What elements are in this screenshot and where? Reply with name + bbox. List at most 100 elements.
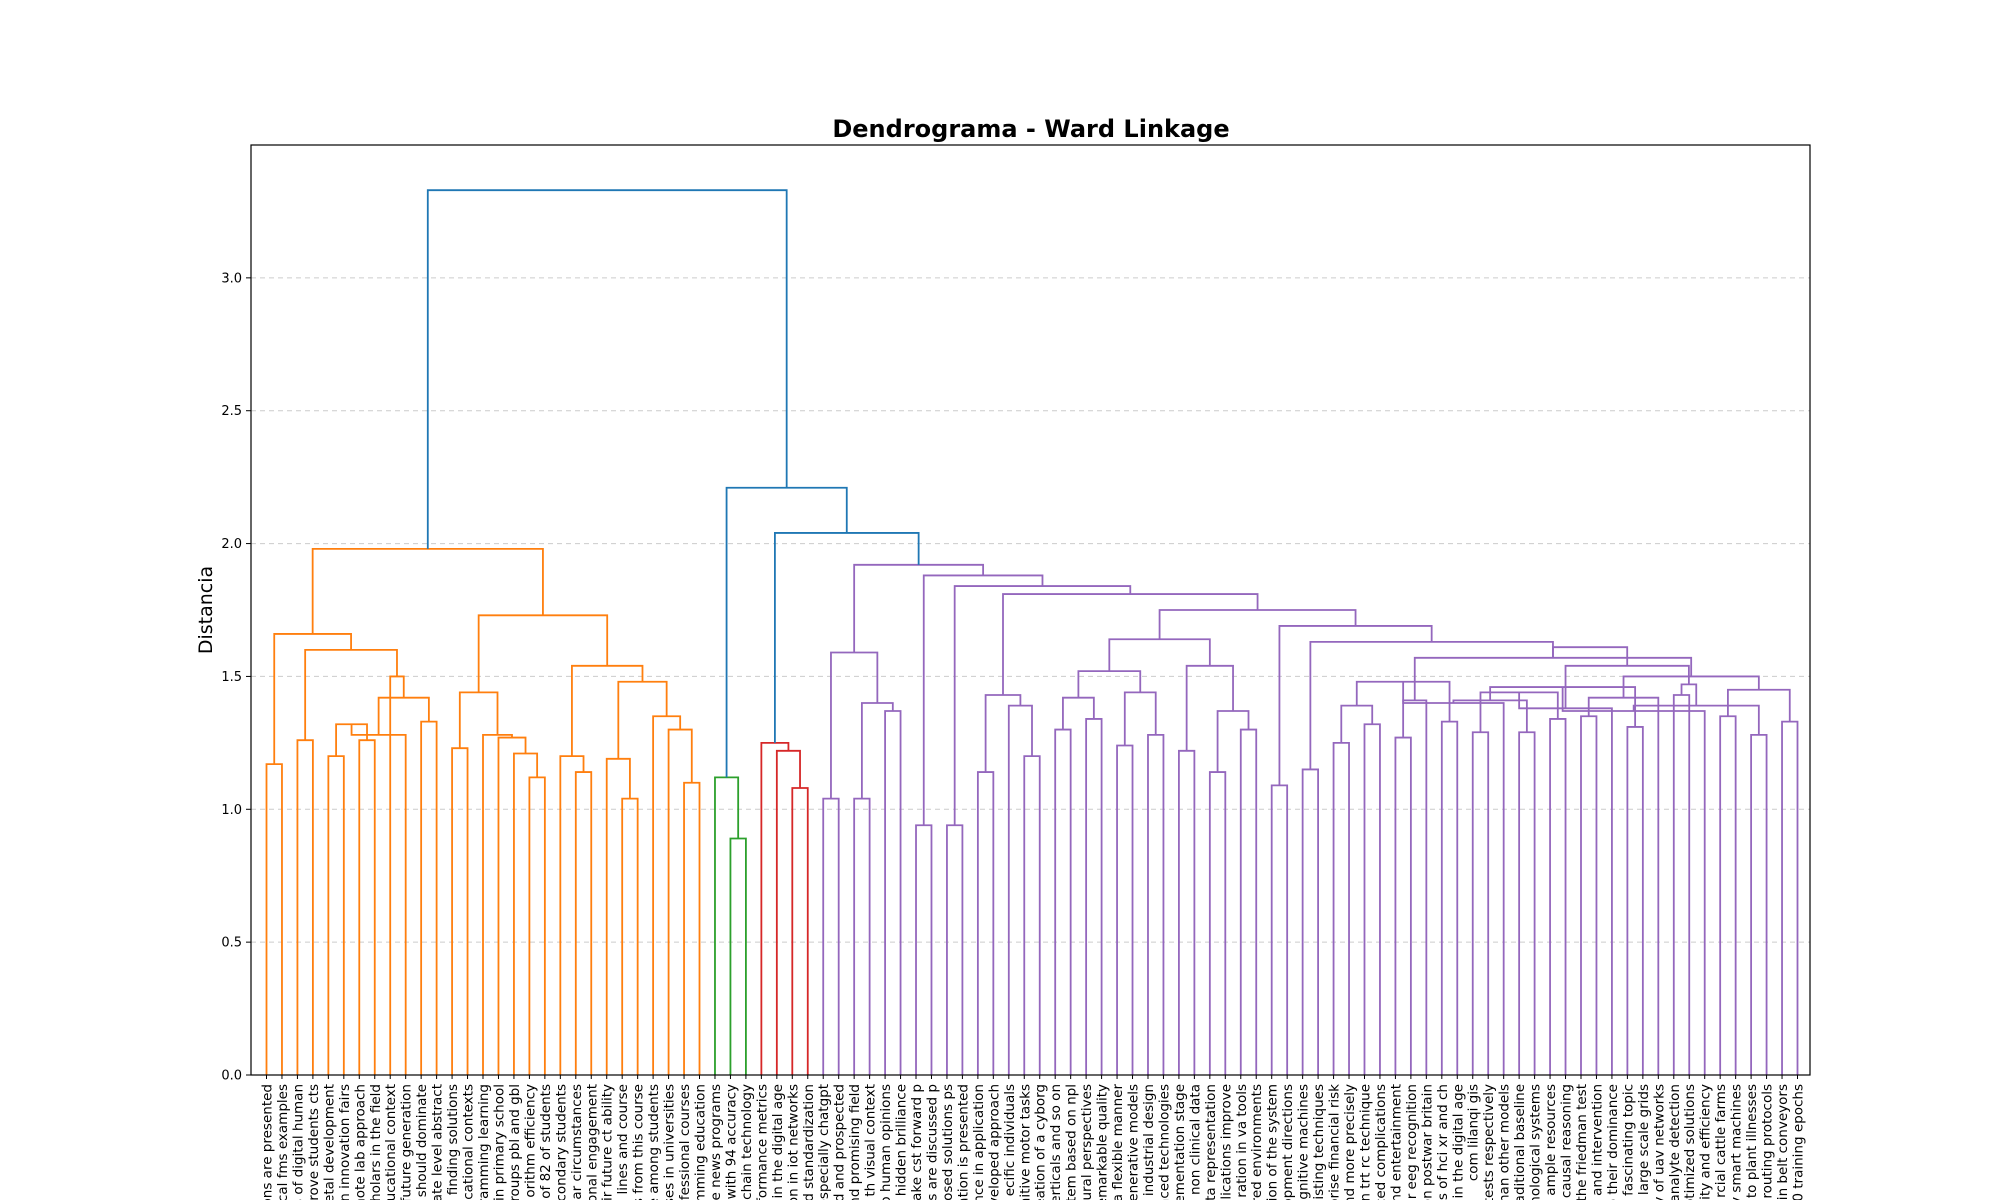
leaf-label: of 82 of students <box>538 1084 554 1199</box>
leaf-label: nce in application <box>971 1084 987 1200</box>
leaf-label: tests respectively <box>1481 1084 1497 1200</box>
cluster-link <box>1452 699 1528 733</box>
cluster-link <box>1672 694 1691 1075</box>
cluster-link <box>1332 741 1350 1075</box>
leaf-label: tural perspectives <box>1079 1084 1095 1200</box>
cluster-link <box>1301 768 1319 1075</box>
leaf-label: o their dominance <box>1605 1084 1621 1200</box>
grid-lines <box>251 277 1810 943</box>
cluster-link <box>1552 646 1629 666</box>
cluster-link <box>1108 638 1211 672</box>
cluster-link <box>513 752 539 1075</box>
cluster-link <box>311 547 544 634</box>
leaf-label: plications improve <box>1218 1084 1234 1200</box>
leaf-label: in the digital age <box>1450 1084 1466 1198</box>
leaf-label: ognitive machines <box>1296 1084 1312 1200</box>
cluster-link <box>953 585 1132 826</box>
cluster-link <box>775 749 801 1075</box>
cluster-link <box>1077 670 1142 698</box>
cluster-link <box>1185 664 1234 751</box>
cluster-link <box>1587 696 1660 1075</box>
cluster-link <box>1471 731 1490 1075</box>
cluster-link <box>265 763 283 1075</box>
leaf-label: ementation stage <box>1172 1084 1188 1200</box>
leaf-label: orise financial risk <box>1327 1084 1343 1200</box>
leaf-label: rs are discussed p <box>924 1084 940 1200</box>
leaf-label: the friedman test <box>1574 1084 1590 1200</box>
cluster-link <box>1007 704 1033 1075</box>
leaf-label: ake cst forward p <box>909 1084 925 1200</box>
leaf-label: a flexible manner <box>1110 1084 1126 1200</box>
cluster-link <box>714 776 740 1075</box>
leaf-label: aditional baseline <box>1512 1084 1528 1200</box>
leaf-label: lines and course <box>615 1084 631 1195</box>
cluster-link <box>1216 710 1250 773</box>
leaf-label: ons are presented <box>260 1084 276 1200</box>
cluster-link <box>915 824 933 1075</box>
leaf-label: or eeg recognition <box>1404 1084 1420 1200</box>
leaf-label: ration in va tools <box>1234 1084 1250 1198</box>
y-tick-label: 1.0 <box>221 803 242 818</box>
leaf-label: se among students <box>646 1084 662 1200</box>
cluster-link <box>760 741 790 1075</box>
leaf-label: ion of the system <box>1265 1084 1281 1200</box>
leaf-label: ptimized solutions <box>1682 1084 1698 1200</box>
leaf-label: to plant illnesses <box>1744 1084 1760 1198</box>
leaf-label: on in iot networks <box>785 1084 801 1200</box>
leaf-label: osed solutions ps <box>940 1084 956 1200</box>
cluster-link <box>1549 718 1567 1075</box>
leaf-label: nd more precisely <box>1342 1084 1358 1200</box>
cluster-link <box>296 739 314 1075</box>
leaf-label: on postwar britain <box>1419 1084 1435 1200</box>
cluster-link <box>1781 720 1799 1075</box>
leaf-label: 0 training epochs <box>1791 1084 1807 1200</box>
y-tick-label: 0.5 <box>221 936 242 951</box>
leaf-label: ecific individuals <box>1002 1084 1018 1196</box>
leaf-label: ses in universities <box>662 1084 678 1200</box>
cluster-link <box>683 781 701 1075</box>
cluster-link <box>482 733 513 1075</box>
leaf-label: roups pbl and gbl <box>507 1084 523 1200</box>
cluster-link <box>1116 744 1134 1075</box>
plot-frame <box>250 144 1811 1076</box>
y-tick-label: 2.5 <box>221 404 242 419</box>
cluster-link <box>335 723 368 757</box>
y-tick-label: 2.0 <box>221 537 242 552</box>
leaf-label: nd entertainment <box>1388 1084 1404 1200</box>
leaf-label: eation of a cyborg <box>1033 1084 1049 1200</box>
cluster-link <box>426 189 788 549</box>
cluster-link <box>976 771 995 1075</box>
leaf-label: red environments <box>1249 1084 1265 1200</box>
cluster-link <box>477 614 609 693</box>
cluster-link <box>791 787 809 1075</box>
cluster-link <box>559 755 585 1075</box>
y-tick-label: 0.0 <box>221 1069 242 1084</box>
y-tick-label: 1.5 <box>221 670 242 685</box>
leaf-label: routing protocols <box>1760 1084 1776 1199</box>
leaf-label: s of digital human <box>290 1084 306 1200</box>
leaf-label: d and prospected <box>832 1084 848 1200</box>
cluster-link <box>1239 728 1258 1075</box>
cluster-link <box>358 739 376 1075</box>
leaf-label: n finding solutions <box>445 1084 461 1200</box>
leaf-label: condary students <box>553 1084 569 1200</box>
cluster-link <box>1580 715 1598 1075</box>
leaf-label: etal development <box>321 1084 337 1200</box>
cluster-link <box>853 563 985 653</box>
leaf-label: orithm efficiency <box>522 1084 538 1198</box>
leaf-label: causal reasoning <box>1559 1084 1575 1198</box>
cluster-link <box>617 680 668 759</box>
leaf-label: ir future ct ability <box>600 1084 616 1200</box>
leaf-label: hidden brilliance <box>894 1084 910 1196</box>
leaf-label: kchain technology <box>739 1084 755 1200</box>
cluster-link <box>1085 718 1103 1075</box>
leaf-label: should dominate <box>414 1084 430 1197</box>
cluster-link <box>1363 723 1381 1075</box>
leaf-label: com lilanqi gis <box>1466 1084 1482 1181</box>
leaf-label: stem based on npl <box>1064 1084 1080 1200</box>
leaf-label: ced complications <box>1373 1084 1389 1200</box>
leaf-label: erticals and so on <box>1048 1084 1064 1200</box>
leaf-label: fascinating topic <box>1620 1084 1636 1196</box>
leaf-label: enerative models <box>1126 1084 1142 1200</box>
cluster-link <box>1402 699 1428 1075</box>
